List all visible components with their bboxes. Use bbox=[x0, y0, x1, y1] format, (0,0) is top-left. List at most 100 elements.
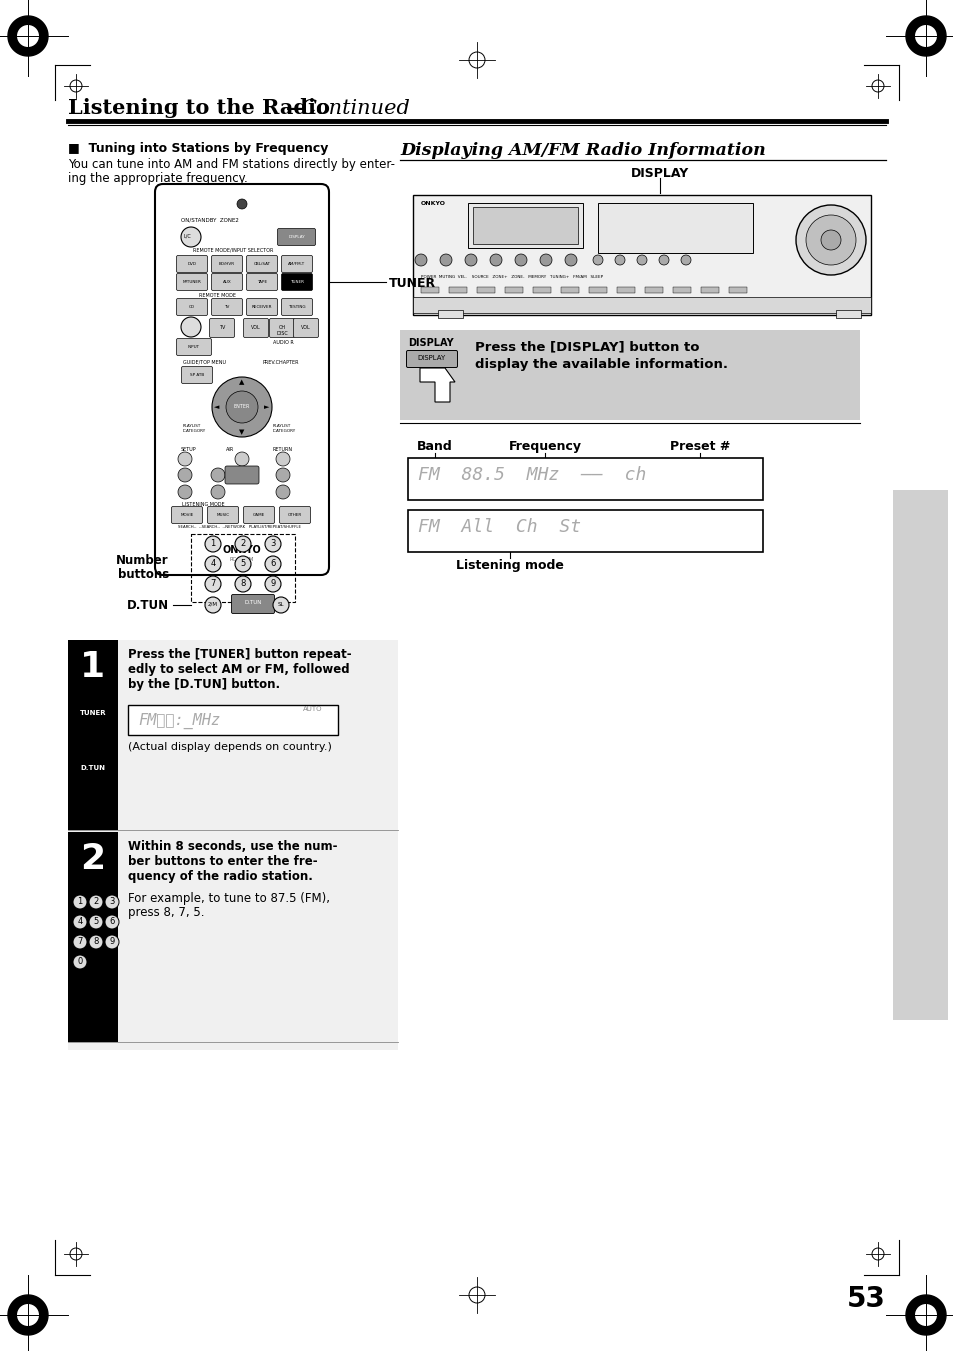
FancyBboxPatch shape bbox=[246, 273, 277, 290]
Circle shape bbox=[275, 485, 290, 499]
FancyBboxPatch shape bbox=[243, 507, 274, 523]
Bar bbox=[449, 286, 467, 293]
Circle shape bbox=[17, 26, 39, 47]
Text: POWER  MUTING  VEL.    SOURCE   ZONE+   ZONE-   MEMORY   TUNING+   FM/AM   SLEEP: POWER MUTING VEL. SOURCE ZONE+ ZONE- MEM… bbox=[420, 276, 602, 280]
FancyBboxPatch shape bbox=[246, 299, 277, 316]
FancyBboxPatch shape bbox=[172, 507, 202, 523]
Circle shape bbox=[914, 1304, 936, 1325]
Text: 6: 6 bbox=[110, 916, 114, 925]
Text: TUNER: TUNER bbox=[389, 277, 436, 290]
Text: 2: 2 bbox=[93, 897, 98, 905]
Text: AM/FM-T: AM/FM-T bbox=[288, 262, 305, 266]
Text: press 8, 7, 5.: press 8, 7, 5. bbox=[128, 907, 204, 919]
Text: INPUT: INPUT bbox=[188, 345, 200, 349]
Circle shape bbox=[234, 576, 251, 592]
Text: edly to select AM or FM, followed: edly to select AM or FM, followed bbox=[128, 663, 349, 676]
Text: VOL: VOL bbox=[251, 326, 260, 330]
Bar bbox=[420, 286, 438, 293]
FancyBboxPatch shape bbox=[176, 339, 212, 355]
FancyBboxPatch shape bbox=[246, 255, 277, 273]
Text: Continued: Continued bbox=[299, 99, 410, 118]
Text: —: — bbox=[286, 99, 307, 118]
Bar bbox=[191, 534, 294, 603]
Bar bbox=[588, 286, 606, 293]
Text: D.TUN: D.TUN bbox=[127, 598, 169, 612]
Bar bbox=[437, 309, 462, 317]
Text: Preset #: Preset # bbox=[669, 440, 729, 453]
Text: GUIDE/TOP MENU: GUIDE/TOP MENU bbox=[183, 359, 226, 365]
Text: 53: 53 bbox=[846, 1285, 885, 1313]
Text: ing the appropriate frequency.: ing the appropriate frequency. bbox=[68, 172, 248, 185]
Text: 2/M: 2/M bbox=[208, 601, 218, 607]
Text: DISPLAY: DISPLAY bbox=[630, 168, 688, 180]
Text: GAME: GAME bbox=[253, 513, 265, 517]
Circle shape bbox=[795, 205, 865, 276]
Text: 2: 2 bbox=[80, 842, 106, 875]
Text: 4: 4 bbox=[77, 916, 83, 925]
Bar bbox=[408, 509, 762, 553]
Circle shape bbox=[490, 254, 501, 266]
Circle shape bbox=[415, 254, 427, 266]
Text: ONKYO: ONKYO bbox=[222, 544, 261, 555]
FancyBboxPatch shape bbox=[212, 255, 242, 273]
Text: CBL/SAT: CBL/SAT bbox=[253, 262, 271, 266]
Circle shape bbox=[515, 254, 526, 266]
Text: Press the [DISPLAY] button to: Press the [DISPLAY] button to bbox=[475, 340, 699, 353]
Text: TESTING: TESTING bbox=[288, 305, 306, 309]
Text: buttons: buttons bbox=[117, 567, 169, 581]
Circle shape bbox=[234, 453, 249, 466]
Bar bbox=[700, 286, 719, 293]
Circle shape bbox=[439, 254, 452, 266]
FancyBboxPatch shape bbox=[294, 319, 318, 338]
Circle shape bbox=[464, 254, 476, 266]
FancyBboxPatch shape bbox=[243, 319, 268, 338]
FancyBboxPatch shape bbox=[277, 228, 315, 246]
Text: Within 8 seconds, use the num-: Within 8 seconds, use the num- bbox=[128, 840, 337, 852]
Text: REMOTE MODE/INPUT SELECTOR: REMOTE MODE/INPUT SELECTOR bbox=[193, 249, 274, 253]
FancyBboxPatch shape bbox=[281, 273, 313, 290]
Text: PLAYLIST
ICATEGORY: PLAYLIST ICATEGORY bbox=[183, 424, 206, 432]
Circle shape bbox=[234, 557, 251, 571]
Text: SP ATB: SP ATB bbox=[190, 373, 204, 377]
FancyBboxPatch shape bbox=[176, 255, 208, 273]
Bar bbox=[598, 203, 752, 253]
Circle shape bbox=[226, 390, 257, 423]
Polygon shape bbox=[905, 16, 945, 55]
Circle shape bbox=[205, 576, 221, 592]
Text: 6: 6 bbox=[270, 558, 275, 567]
Circle shape bbox=[181, 317, 201, 336]
Text: SEARCH--  --SEARCH--  --NETWORK   PLAYLIST/REPEAT/SHUFFLE: SEARCH-- --SEARCH-- --NETWORK PLAYLIST/R… bbox=[178, 526, 301, 530]
Circle shape bbox=[89, 894, 103, 909]
Bar bbox=[408, 458, 762, 500]
Bar bbox=[413, 195, 870, 315]
Bar bbox=[68, 640, 397, 1050]
Text: 7: 7 bbox=[77, 936, 83, 946]
Text: REMOTE MODE: REMOTE MODE bbox=[199, 293, 236, 299]
FancyBboxPatch shape bbox=[212, 273, 242, 290]
FancyBboxPatch shape bbox=[212, 299, 242, 316]
Circle shape bbox=[73, 955, 87, 969]
Text: CH
DISC: CH DISC bbox=[275, 326, 288, 336]
FancyBboxPatch shape bbox=[176, 299, 208, 316]
Text: AUTO: AUTO bbox=[303, 707, 322, 712]
Text: MUSIC: MUSIC bbox=[216, 513, 230, 517]
Text: ber buttons to enter the fre-: ber buttons to enter the fre- bbox=[128, 855, 317, 867]
Bar bbox=[644, 286, 662, 293]
Text: 7: 7 bbox=[210, 578, 215, 588]
Circle shape bbox=[821, 230, 841, 250]
Circle shape bbox=[680, 255, 690, 265]
Text: 4: 4 bbox=[211, 558, 215, 567]
Text: ☞: ☞ bbox=[84, 724, 109, 753]
Text: D.TUN: D.TUN bbox=[244, 600, 261, 605]
Text: TAPE: TAPE bbox=[256, 280, 267, 284]
Text: ☞: ☞ bbox=[84, 778, 109, 807]
Circle shape bbox=[234, 536, 251, 553]
Text: TV: TV bbox=[224, 305, 230, 309]
Circle shape bbox=[178, 453, 192, 466]
Circle shape bbox=[236, 199, 247, 209]
Bar bbox=[672, 286, 690, 293]
FancyBboxPatch shape bbox=[74, 703, 112, 723]
FancyBboxPatch shape bbox=[176, 273, 208, 290]
Circle shape bbox=[593, 255, 602, 265]
Text: SETUP: SETUP bbox=[181, 447, 196, 453]
